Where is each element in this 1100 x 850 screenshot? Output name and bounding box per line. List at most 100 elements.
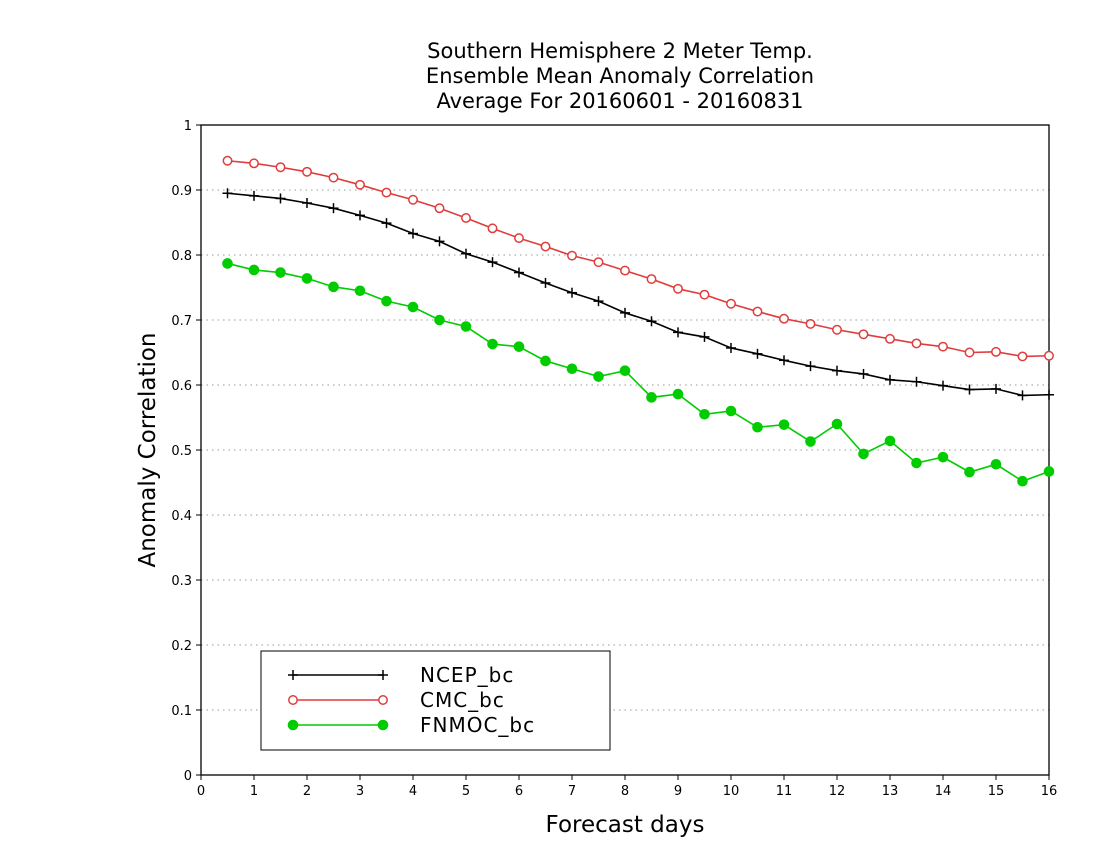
series-fnmoc-bc — [222, 258, 1055, 487]
data-point-cmc-bc — [911, 338, 922, 349]
data-point-cmc-bc — [964, 347, 975, 358]
x-tick-label: 2 — [303, 784, 311, 799]
data-point-fnmoc-bc — [434, 314, 445, 326]
data-point-ncep-bc — [381, 218, 392, 229]
data-point-cmc-bc — [779, 313, 789, 324]
data-point-cmc-bc — [593, 257, 604, 268]
data-point-fnmoc-bc — [699, 408, 710, 420]
series-line-ncep-bc — [227, 192, 1050, 397]
data-point-fnmoc-bc — [831, 418, 843, 430]
data-point-ncep-bc — [991, 383, 1001, 394]
x-tick-label: 1 — [250, 784, 258, 799]
title-line-3: Average For 20160601 - 20160831 — [436, 89, 803, 113]
data-point-fnmoc-bc — [1017, 475, 1028, 487]
gridlines — [201, 189, 1049, 711]
data-point-fnmoc-bc — [911, 457, 922, 469]
series-ncep-bc — [222, 188, 1054, 401]
data-point-fnmoc-bc — [805, 436, 816, 447]
data-point-ncep-bc — [911, 376, 922, 387]
data-point-fnmoc-bc — [937, 451, 949, 463]
data-point-cmc-bc — [726, 298, 736, 309]
legend-marker — [378, 670, 388, 680]
x-tick-label: 3 — [356, 784, 364, 799]
legend-marker — [287, 719, 299, 731]
x-tick-label: 11 — [776, 784, 793, 799]
data-point-cmc-bc — [752, 306, 763, 317]
data-point-cmc-bc — [408, 194, 418, 205]
data-point-cmc-bc — [222, 155, 233, 166]
data-point-cmc-bc — [514, 233, 524, 244]
data-point-ncep-bc — [646, 316, 657, 327]
legend-label: FNMOC_bc — [420, 713, 535, 737]
x-axis-title: Forecast days — [546, 812, 705, 838]
y-tick-label: 0.6 — [171, 379, 192, 394]
x-tick-label: 8 — [621, 784, 629, 799]
data-point-cmc-bc — [938, 341, 948, 352]
x-tick-label: 9 — [674, 784, 682, 799]
data-point-fnmoc-bc — [593, 371, 604, 382]
data-point-cmc-bc — [328, 172, 339, 183]
x-tick-label: 16 — [1041, 784, 1058, 799]
data-point-ncep-bc — [249, 190, 259, 201]
y-axis-title: Anomaly Correlation — [135, 332, 161, 567]
title-line-1: Southern Hemisphere 2 Meter Temp. — [427, 39, 813, 63]
data-point-fnmoc-bc — [487, 338, 498, 350]
legend-marker — [288, 695, 298, 705]
data-point-cmc-bc — [1017, 351, 1028, 362]
legend-label: CMC_bc — [420, 688, 505, 712]
data-point-fnmoc-bc — [566, 363, 578, 375]
data-point-fnmoc-bc — [540, 355, 551, 367]
data-point-ncep-bc — [673, 327, 683, 338]
data-point-ncep-bc — [964, 384, 975, 395]
x-tick-label: 12 — [829, 784, 846, 799]
y-tick-label: 0 — [184, 769, 192, 784]
legend-label: NCEP_bc — [420, 663, 514, 687]
axis-ticks: 00.10.20.30.40.50.60.70.80.910 1 2 3 4 5 6 7 8 9 1… — [171, 119, 1057, 799]
data-point-ncep-bc — [1017, 390, 1028, 401]
x-tick-label: 5 — [462, 784, 470, 799]
data-point-cmc-bc — [673, 283, 683, 294]
data-point-cmc-bc — [991, 346, 1001, 357]
data-point-cmc-bc — [620, 265, 630, 276]
data-series — [222, 155, 1055, 487]
x-tick-label: 15 — [988, 784, 1005, 799]
data-point-ncep-bc — [461, 248, 471, 259]
y-tick-label: 0.1 — [171, 704, 192, 719]
data-point-fnmoc-bc — [725, 405, 737, 417]
x-tick-label: 10 — [723, 784, 740, 799]
data-point-fnmoc-bc — [964, 466, 975, 478]
data-point-cmc-bc — [567, 250, 577, 261]
data-point-cmc-bc — [1044, 350, 1054, 361]
data-point-cmc-bc — [302, 166, 312, 177]
y-tick-label: 0.4 — [171, 509, 192, 524]
legend-marker — [288, 670, 298, 680]
data-point-ncep-bc — [302, 198, 312, 208]
x-tick-label: 4 — [409, 784, 417, 799]
data-point-cmc-bc — [461, 213, 471, 223]
data-point-cmc-bc — [805, 318, 816, 329]
data-point-ncep-bc — [275, 193, 286, 204]
data-point-fnmoc-bc — [619, 365, 631, 377]
data-point-fnmoc-bc — [646, 392, 657, 403]
data-point-fnmoc-bc — [1043, 466, 1055, 477]
data-point-cmc-bc — [434, 203, 445, 214]
data-point-fnmoc-bc — [990, 459, 1002, 470]
legend-marker — [377, 719, 389, 731]
y-tick-label: 0.8 — [171, 249, 192, 264]
data-point-ncep-bc — [779, 355, 789, 366]
data-point-ncep-bc — [355, 210, 365, 221]
data-point-ncep-bc — [858, 368, 869, 379]
x-tick-label: 6 — [515, 784, 523, 799]
data-point-fnmoc-bc — [672, 388, 684, 400]
title-line-2: Ensemble Mean Anomaly Correlation — [426, 64, 814, 88]
data-point-fnmoc-bc — [407, 301, 419, 313]
data-point-ncep-bc — [620, 307, 630, 318]
y-tick-label: 0.9 — [171, 184, 192, 199]
data-point-cmc-bc — [540, 241, 551, 252]
data-point-ncep-bc — [805, 361, 816, 372]
data-point-ncep-bc — [408, 228, 418, 239]
legend-item-cmc-bc: CMC_bc — [288, 688, 505, 712]
data-point-ncep-bc — [938, 380, 948, 391]
data-point-ncep-bc — [593, 296, 604, 307]
